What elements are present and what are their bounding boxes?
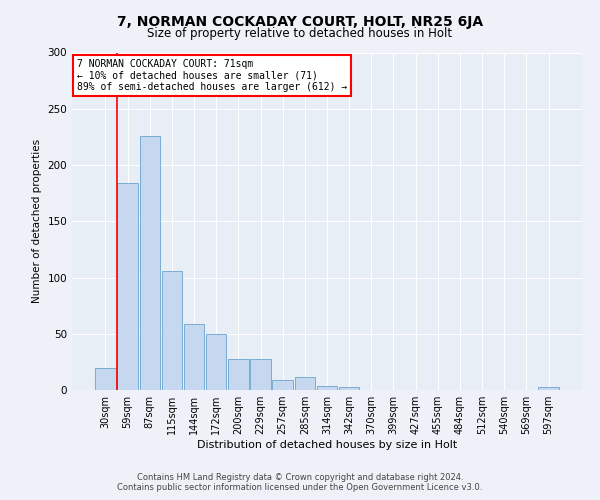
X-axis label: Distribution of detached houses by size in Holt: Distribution of detached houses by size … — [197, 440, 457, 450]
Bar — [272, 380, 293, 390]
Text: 7, NORMAN COCKADAY COURT, HOLT, NR25 6JA: 7, NORMAN COCKADAY COURT, HOLT, NR25 6JA — [117, 15, 483, 29]
Bar — [161, 271, 182, 390]
Bar — [184, 324, 204, 390]
Bar — [140, 136, 160, 390]
Text: Contains HM Land Registry data © Crown copyright and database right 2024.
Contai: Contains HM Land Registry data © Crown c… — [118, 473, 482, 492]
Y-axis label: Number of detached properties: Number of detached properties — [32, 139, 42, 304]
Bar — [228, 358, 248, 390]
Bar — [206, 334, 226, 390]
Bar — [317, 386, 337, 390]
Text: Size of property relative to detached houses in Holt: Size of property relative to detached ho… — [148, 28, 452, 40]
Bar — [95, 368, 116, 390]
Text: 7 NORMAN COCKADAY COURT: 71sqm
← 10% of detached houses are smaller (71)
89% of : 7 NORMAN COCKADAY COURT: 71sqm ← 10% of … — [77, 59, 347, 92]
Bar — [250, 358, 271, 390]
Bar — [295, 376, 315, 390]
Bar — [118, 183, 138, 390]
Bar — [339, 386, 359, 390]
Bar — [538, 386, 559, 390]
